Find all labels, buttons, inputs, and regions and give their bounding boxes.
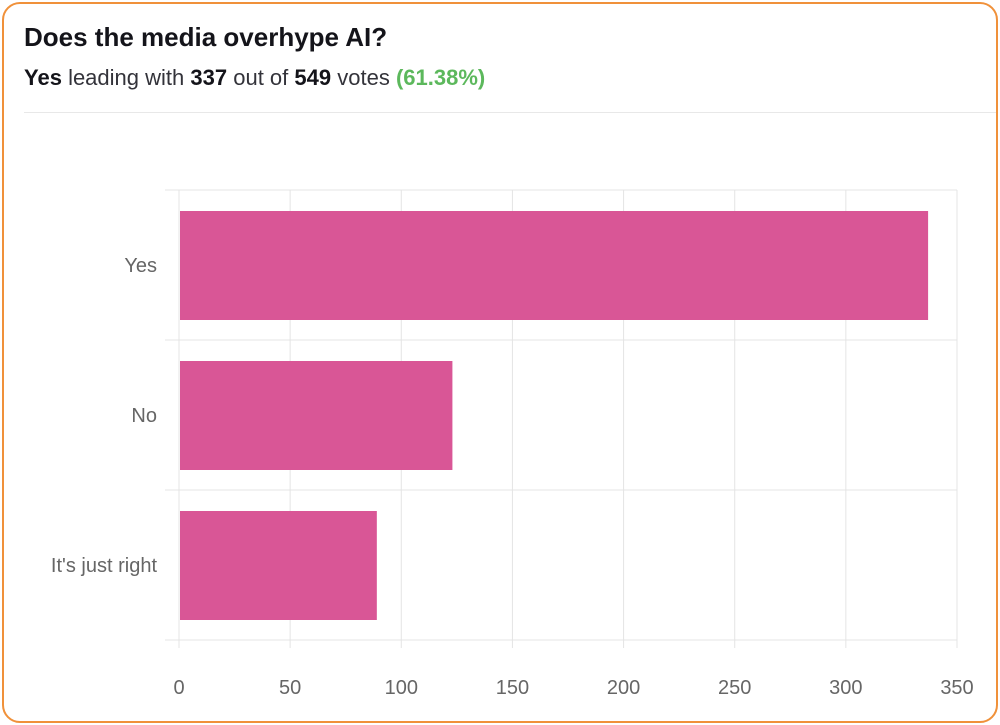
header-divider <box>24 112 996 113</box>
category-label-0: Yes <box>124 255 157 277</box>
x-tick-label-3: 150 <box>496 677 529 699</box>
x-tick-label-5: 250 <box>718 677 751 699</box>
bar-1 <box>180 361 453 470</box>
poll-question: Does the media overhype AI? <box>24 22 388 52</box>
leader-option: Yes <box>24 65 62 90</box>
out-of-text: out of <box>233 65 289 90</box>
x-tick-label-0: 0 <box>173 677 184 699</box>
x-tick-label-1: 50 <box>279 677 301 699</box>
leading-text: leading with <box>68 65 185 90</box>
bar-2 <box>180 511 377 620</box>
leader-votes: 337 <box>190 65 228 90</box>
x-tick-label-6: 300 <box>829 677 862 699</box>
x-tick-label-7: 350 <box>940 677 973 699</box>
x-tick-label-2: 100 <box>385 677 418 699</box>
votes-text: votes <box>337 65 390 90</box>
x-tick-label-4: 200 <box>607 677 640 699</box>
category-label-2: It's just right <box>51 555 158 577</box>
category-label-1: No <box>131 405 157 427</box>
bar-0 <box>180 211 929 320</box>
total-votes: 549 <box>294 65 332 90</box>
leader-percent: (61.38%) <box>395 65 486 90</box>
poll-result-summary: Yes leading with 337 out of 549 votes (6… <box>24 65 485 91</box>
